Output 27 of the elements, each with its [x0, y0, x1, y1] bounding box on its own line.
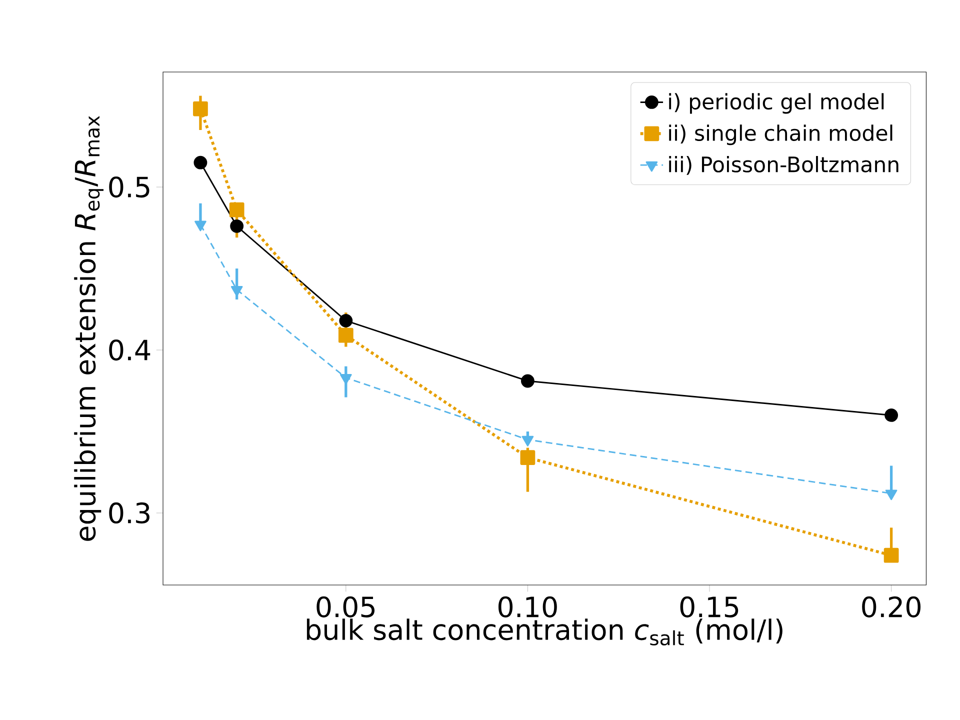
legend-label: iii) Poisson-Boltzmann: [669, 156, 898, 175]
point: [230, 219, 244, 233]
y-tick-label: 0.5: [109, 176, 150, 198]
y-tick-label: 0.4: [109, 339, 150, 361]
point: [520, 450, 536, 466]
point: [194, 220, 206, 232]
legend-label: i) periodic gel model: [669, 93, 884, 114]
y-axis-title: equilibrium extension R$_{eq}$/R$_{max}$: [74, 116, 104, 541]
point: [338, 328, 354, 343]
point: [193, 101, 208, 116]
x-tick-label: 0.05: [316, 596, 375, 618]
x-tick-label: 0.20: [862, 596, 921, 618]
x-tick-label: 0.15: [680, 596, 738, 618]
point: [885, 490, 898, 500]
x-axis-title: bulk salt concentration c$_{salt}$ (mol/l): [306, 618, 782, 646]
legend-label: ii) single chain model: [669, 124, 892, 146]
point: [340, 374, 352, 384]
point: [229, 202, 244, 218]
point: [884, 408, 898, 422]
point: [194, 156, 208, 170]
point: [339, 314, 353, 328]
x-tick-label: 0.10: [498, 596, 557, 618]
point: [522, 436, 534, 446]
y-tick-label: 0.3: [109, 502, 150, 524]
point: [230, 286, 243, 296]
point: [520, 374, 534, 388]
point: [884, 548, 899, 563]
